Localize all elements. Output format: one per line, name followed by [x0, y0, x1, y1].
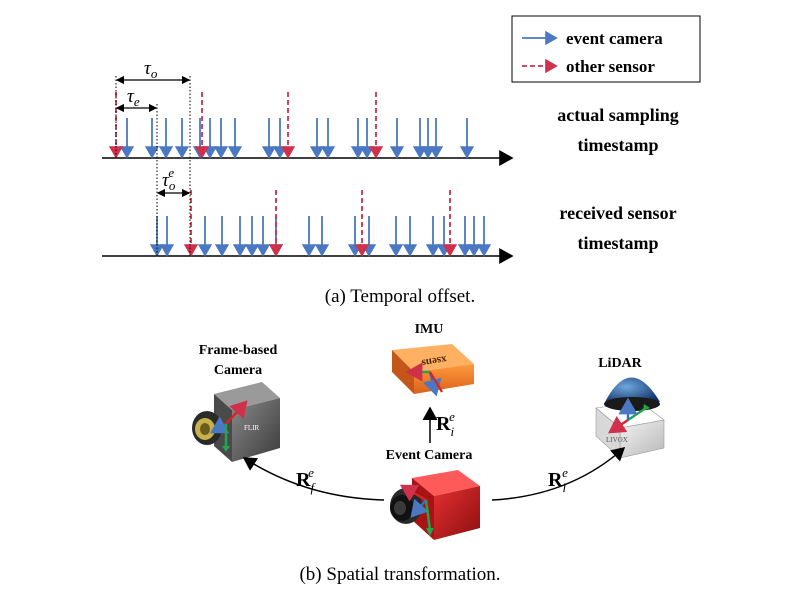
frame-camera-label-line2: Camera	[214, 363, 262, 378]
transform-arrow-lidar	[491, 447, 626, 501]
actual-label-line1: actual sampling	[557, 105, 679, 125]
event-camera-label: Event Camera	[386, 448, 473, 463]
event-camera-image	[390, 470, 480, 540]
transform-arrow-frame	[242, 457, 385, 501]
transform-label-frame: Rfe	[296, 465, 316, 495]
flir-logo: FLIR	[244, 424, 260, 432]
imu-brand: xsens	[420, 353, 447, 369]
received-label-line2: timestamp	[578, 233, 659, 253]
imu: IMU xsens	[392, 322, 474, 397]
imu-label: IMU	[415, 322, 444, 337]
frame-axis-x	[225, 400, 248, 425]
event-axis-y	[424, 499, 432, 531]
actual-timeline-ticks	[108, 92, 475, 159]
received-label-line1: received sensor	[559, 203, 676, 223]
imu-axis-x	[429, 371, 443, 393]
event-axis-z	[410, 498, 429, 518]
actual-label-line2: timestamp	[578, 135, 659, 155]
tau-o-label: τo	[144, 58, 158, 81]
legend-event-label: event camera	[566, 29, 663, 48]
offset-markers: τo τe τoe	[115, 58, 191, 256]
caption-a: (a) Temporal offset.	[325, 286, 475, 307]
transform-label-lidar: Rle	[548, 465, 568, 495]
lidar: LiDAR LIVOX	[595, 356, 665, 459]
frame-camera: Frame-based Camera FLIR	[192, 343, 280, 462]
legend-other-label: other sensor	[566, 57, 655, 76]
lidar-label: LiDAR	[598, 356, 642, 371]
lidar-axis-x	[608, 416, 629, 434]
event-camera: Event Camera	[386, 448, 480, 540]
event-axis-x	[399, 484, 427, 502]
frame-camera-image: FLIR	[192, 382, 280, 462]
lidar-brand: LIVOX	[606, 436, 628, 444]
imu-image: xsens	[392, 344, 474, 397]
frame-axis-z	[209, 416, 230, 434]
lidar-image: LIVOX	[595, 377, 665, 459]
frame-camera-label-line1: Frame-based	[199, 343, 278, 358]
legend: event camera other sensor	[511, 15, 701, 83]
caption-b: (b) Spatial transformation.	[299, 564, 500, 585]
tau-oe-label: τoe	[162, 165, 176, 193]
received-timeline-ticks	[149, 190, 492, 257]
transform-label-imu: Rie	[436, 409, 455, 439]
tau-e-label: τe	[127, 86, 140, 109]
